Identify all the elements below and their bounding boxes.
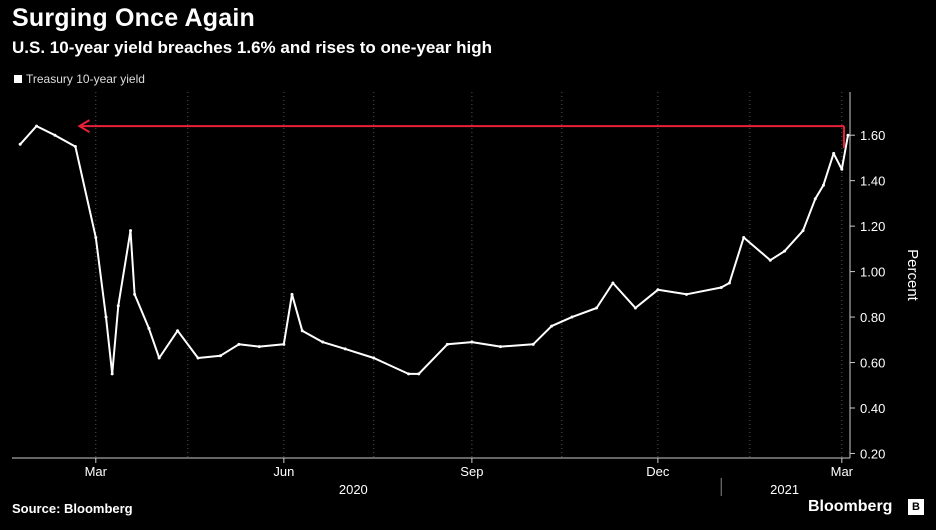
yield-point bbox=[53, 133, 57, 137]
y-tick-label: 0.80 bbox=[860, 310, 885, 325]
yield-point bbox=[290, 292, 294, 296]
yield-point bbox=[550, 324, 554, 328]
yield-point bbox=[656, 288, 660, 292]
y-tick-label: 1.60 bbox=[860, 128, 885, 143]
grid-lines bbox=[95, 92, 843, 458]
yield-point bbox=[727, 281, 731, 285]
y-tick-label: 1.40 bbox=[860, 174, 885, 189]
yield-point bbox=[110, 372, 114, 376]
annotation-layer bbox=[77, 119, 845, 149]
yield-point bbox=[218, 354, 222, 358]
yield-point bbox=[813, 197, 817, 201]
yield-point bbox=[742, 235, 746, 239]
x-tick-label: Mar bbox=[85, 464, 108, 479]
yield-point bbox=[157, 356, 161, 360]
yield-point bbox=[595, 306, 599, 310]
series-layer bbox=[18, 124, 850, 376]
x-tick-label: Mar bbox=[831, 464, 854, 479]
yield-point bbox=[768, 258, 772, 262]
yield-point bbox=[684, 292, 688, 296]
annotation-arrow-head bbox=[77, 119, 90, 133]
yield-point bbox=[18, 142, 22, 146]
x-tick-label: Jun bbox=[273, 464, 294, 479]
yield-point bbox=[498, 345, 502, 349]
yield-point bbox=[257, 345, 261, 349]
axes-layer: 0.20 0.40 0.60 0.80 1.00 1.20 1.40 1.60 Mar Jun Se… bbox=[12, 92, 885, 497]
yield-point bbox=[407, 372, 411, 376]
y-tick-label: 1.20 bbox=[860, 219, 885, 234]
bloomberg-logo: Bloomberg bbox=[808, 498, 893, 515]
legend-label: Treasury 10-year yield bbox=[26, 72, 145, 86]
yield-point bbox=[611, 281, 615, 285]
yield-point bbox=[801, 229, 805, 233]
yield-point bbox=[372, 356, 376, 360]
source-note: Source: Bloomberg bbox=[12, 501, 133, 516]
yield-point bbox=[237, 342, 241, 346]
yield-point bbox=[470, 340, 474, 344]
y-tick-label: 1.00 bbox=[860, 265, 885, 280]
yield-point bbox=[300, 329, 304, 333]
yield-point bbox=[719, 286, 723, 290]
chart-subtitle: U.S. 10-year yield breaches 1.6% and ris… bbox=[12, 38, 492, 57]
y-tick-label: 0.20 bbox=[860, 446, 885, 461]
y-tick-label: 0.40 bbox=[860, 401, 885, 416]
yield-point bbox=[445, 342, 449, 346]
yield-point bbox=[570, 315, 574, 319]
yield-point bbox=[832, 151, 836, 155]
yield-point bbox=[321, 340, 325, 344]
yield-point bbox=[840, 167, 844, 171]
yield-point bbox=[129, 229, 133, 233]
yield-point bbox=[417, 372, 421, 376]
yield-point bbox=[133, 292, 137, 296]
yield-point bbox=[116, 304, 120, 308]
yield-point bbox=[282, 342, 286, 346]
yield-point bbox=[196, 356, 200, 360]
yield-point bbox=[104, 315, 108, 319]
x-tick-label: Sep bbox=[460, 464, 483, 479]
yield-point bbox=[821, 183, 825, 187]
yield-point bbox=[73, 145, 77, 149]
legend: Treasury 10-year yield bbox=[14, 72, 145, 86]
x-tick-label: Dec bbox=[646, 464, 670, 479]
yield-point bbox=[176, 329, 180, 333]
y-tick-label: 0.60 bbox=[860, 356, 885, 371]
chart-title: Surging Once Again bbox=[12, 4, 255, 32]
yield-point bbox=[783, 249, 787, 253]
yield-point bbox=[846, 133, 850, 137]
y-axis-label: Percent bbox=[904, 249, 921, 302]
yield-point bbox=[343, 347, 347, 351]
yield-point bbox=[147, 326, 151, 330]
yield-series-line bbox=[19, 125, 849, 375]
legend-swatch bbox=[14, 75, 22, 83]
yield-point bbox=[35, 124, 39, 128]
bloomberg-b-icon: B bbox=[908, 499, 924, 515]
yield-point bbox=[94, 235, 98, 239]
year-label-2020: 2020 bbox=[339, 482, 368, 497]
yield-point bbox=[531, 342, 535, 346]
year-label-2021: 2021 bbox=[770, 482, 799, 497]
yield-point bbox=[633, 306, 637, 310]
